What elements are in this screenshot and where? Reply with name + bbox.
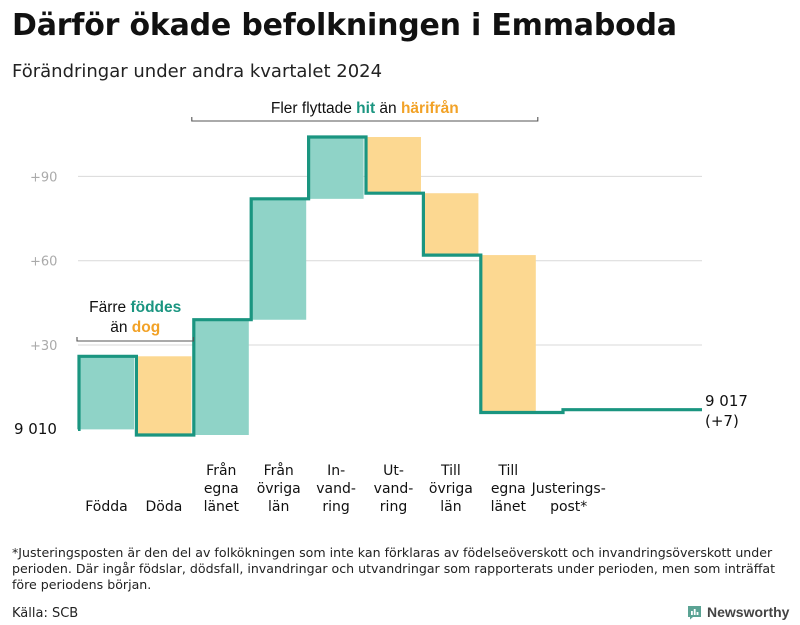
category-label-fodda: Födda: [85, 499, 127, 515]
annotation-births-line-1: än dog: [110, 319, 160, 336]
annotation-migration-line-0: Fler flyttade hit än härifrån: [271, 100, 459, 117]
bar-fodda: [79, 356, 134, 430]
bars: [79, 137, 536, 435]
bar-fran-egna-lanet: [193, 319, 249, 435]
gridlines: [78, 175, 702, 346]
category-label-utvandring: Ut-vand-ring: [374, 463, 414, 515]
bar-fran-ovriga-lan: [251, 198, 307, 320]
bar-till-egna-lanet: [480, 255, 536, 413]
step-line-layer: [77, 135, 702, 437]
brand-logo: Newsworthy: [687, 604, 789, 620]
step-line: [77, 135, 702, 437]
bar-till-ovriga-lan: [423, 193, 479, 256]
bracket-births: [76, 337, 194, 342]
category-labels: Födda Döda Från egna länet Från övriga län In-va…: [85, 462, 606, 515]
y-axis-ticks: +30 +60 +90: [30, 170, 57, 354]
bar-invandring: [308, 137, 364, 199]
category-label-till-ovriga-lan: Till övriga län: [429, 463, 473, 515]
category-label-fran-egna-lanet: Från egna länet: [204, 462, 240, 515]
category-label-invandring: In-vand-ring: [316, 463, 356, 515]
brand-name: Newsworthy: [707, 604, 790, 620]
category-label-fran-ovriga-lan: Från övriga län: [257, 462, 301, 515]
chart-subtitle: Förändringar under andra kvartalet 2024: [12, 61, 383, 82]
annotation-births-line-0: Färre föddes: [89, 299, 181, 316]
bar-utvandring: [366, 137, 421, 194]
start-value-label: 9 010: [14, 420, 57, 438]
group-annotations: Färre föddes än dog Fler flyttade hit än h…: [76, 100, 539, 342]
waterfall-chart: +30 +60 +90 Färre föddes än dog Fler flyttad…: [14, 100, 748, 515]
end-change-label: (+7): [705, 412, 739, 430]
y-tick-label: +60: [30, 255, 57, 270]
bar-doda: [136, 356, 192, 435]
end-value-label: 9 017: [705, 392, 748, 410]
category-label-doda: Döda: [145, 499, 182, 515]
chart-title: Därför ökade befolkningen i Emmaboda: [12, 8, 677, 43]
category-label-till-egna-lanet: Till egna länet: [491, 463, 527, 515]
footnote: *Justeringsposten är den del av folkökni…: [12, 545, 776, 592]
category-label-justeringspost: Justerings-post*: [531, 481, 606, 515]
y-tick-label: +30: [30, 339, 57, 354]
bar-chart-speech-icon: [688, 605, 701, 619]
bracket-migration: [191, 117, 539, 122]
y-tick-label: +90: [30, 170, 57, 185]
source-credit: Källa: SCB: [12, 606, 79, 621]
